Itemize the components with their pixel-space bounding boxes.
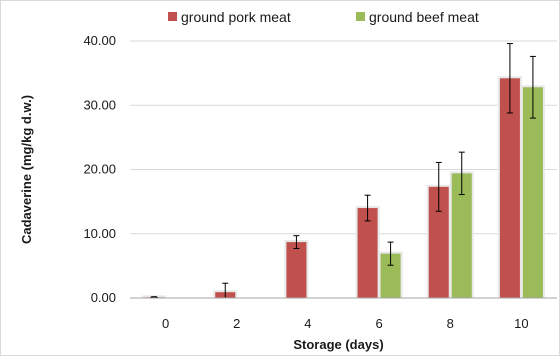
bar-beef-day-8: [451, 173, 472, 298]
y-tick-label: 30.00: [83, 97, 116, 112]
error-bar: [387, 241, 394, 266]
bar-pork-day-4: [286, 242, 307, 298]
x-tick-label: 4: [304, 316, 311, 331]
legend-swatch-beef: [356, 12, 365, 21]
bar-pork-day-6: [357, 208, 378, 298]
y-tick-labels: 0.00 10.00 20.00 30.00 40.00: [83, 33, 116, 305]
y-tick-label: 40.00: [83, 33, 116, 48]
y-tick-label: 10.00: [83, 226, 116, 241]
x-tick-label: 8: [447, 316, 454, 331]
legend-label-pork: ground pork meat: [181, 9, 291, 25]
gridlines: [130, 40, 557, 235]
legend: ground pork meat ground beef meat: [168, 9, 479, 25]
x-tick-label: 10: [514, 316, 528, 331]
y-tick-label: 20.00: [83, 162, 116, 177]
y-tick-label: 0.00: [91, 290, 116, 305]
error-bar: [458, 151, 465, 196]
bar-pork-day-8: [428, 186, 449, 298]
error-bar: [364, 194, 371, 222]
error-bar: [506, 43, 513, 114]
error-bars: [150, 43, 536, 299]
legend-swatch-pork: [168, 12, 177, 21]
x-axis-title: Storage (days): [293, 337, 383, 352]
x-tick-label: 6: [375, 316, 382, 331]
error-bar: [293, 235, 300, 250]
bar-beef-day-10: [522, 87, 543, 298]
bars: [142, 76, 545, 298]
x-tick-label: 2: [233, 316, 240, 331]
bar-pork-day-10: [499, 78, 520, 298]
legend-label-beef: ground beef meat: [369, 9, 479, 25]
bar-beef-day-6: [380, 253, 401, 298]
x-tick-label: 0: [162, 316, 169, 331]
error-bar: [435, 161, 442, 212]
y-axis-title: Cadaverine (mg/kg d.w.): [19, 95, 34, 244]
error-bar: [529, 55, 536, 119]
x-tick-labels: 0 2 4 6 8 10: [162, 316, 529, 331]
